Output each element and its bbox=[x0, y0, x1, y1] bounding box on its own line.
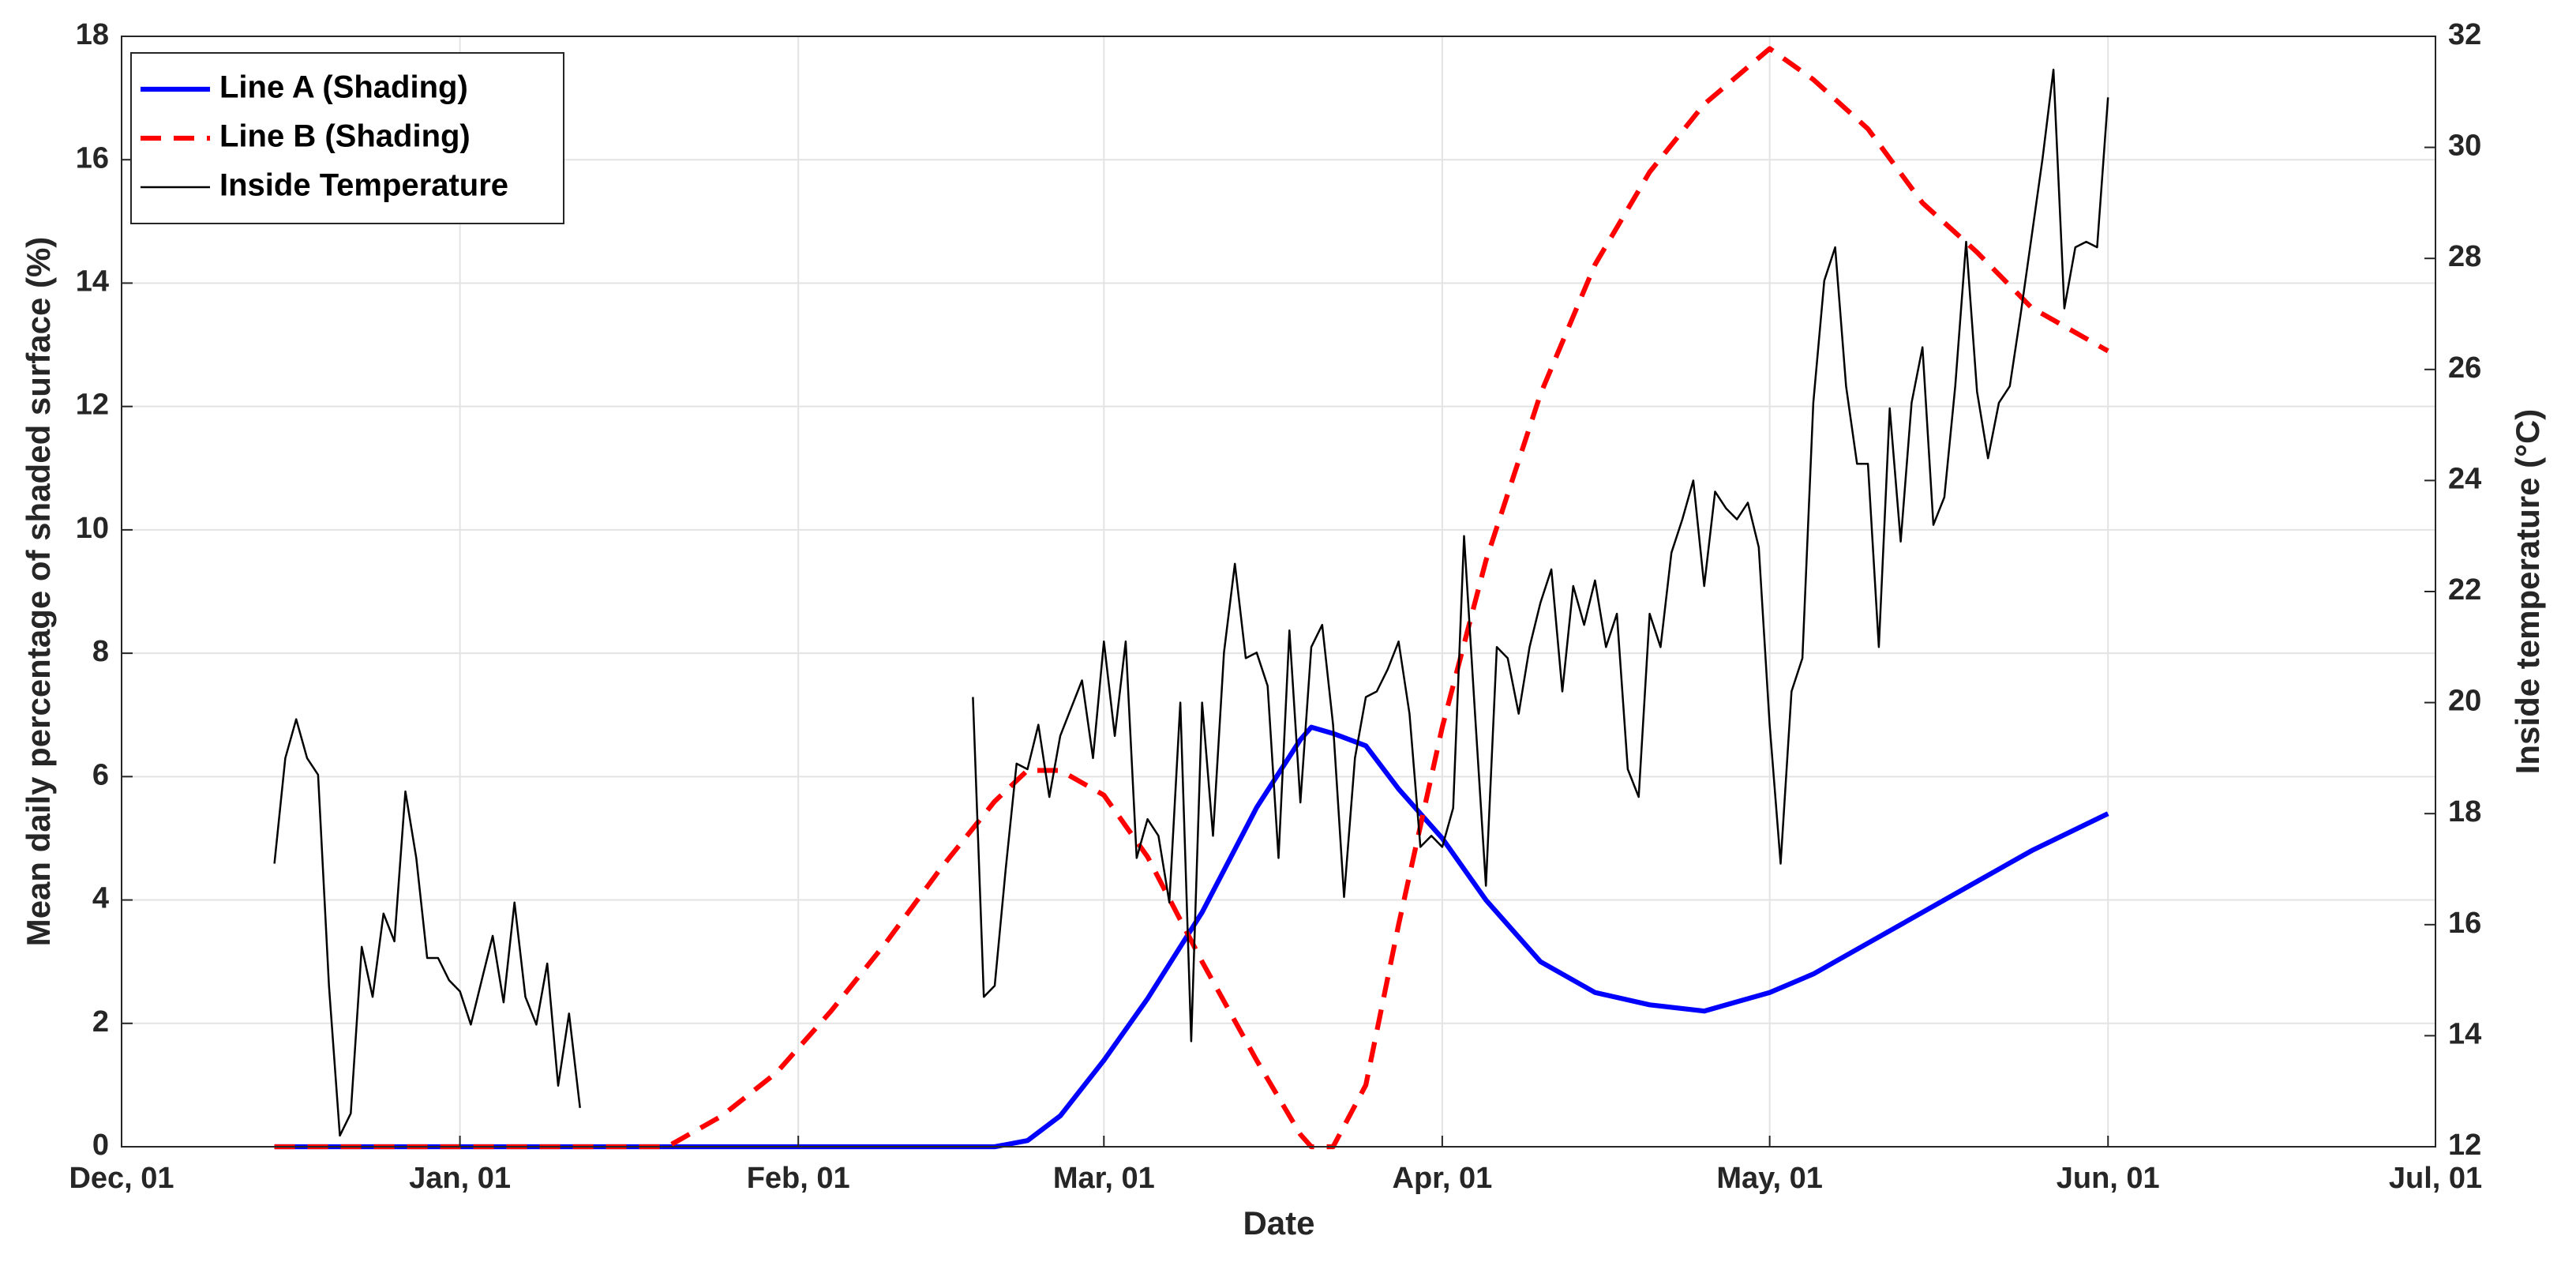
y-tick-label: 10 bbox=[76, 512, 109, 545]
data-line bbox=[274, 46, 2109, 1150]
x-tick-label: Mar, 01 bbox=[1053, 1162, 1155, 1195]
data-line bbox=[273, 68, 2109, 1137]
x-tick-label: Jul, 01 bbox=[2389, 1162, 2482, 1195]
y2-tick-label: 20 bbox=[2448, 685, 2481, 718]
y2-tick-label: 22 bbox=[2448, 573, 2481, 607]
y2-tick-label: 16 bbox=[2448, 907, 2481, 940]
y2-tick-label: 12 bbox=[2448, 1129, 2481, 1162]
y2-tick-label: 14 bbox=[2448, 1017, 2481, 1050]
x-tick-label: Jun, 01 bbox=[2057, 1162, 2160, 1195]
y2-tick-label: 24 bbox=[2448, 462, 2481, 495]
legend-label: Inside Temperature bbox=[219, 168, 508, 203]
legend: Line A (Shading) Line B (Shading) Inside T… bbox=[130, 52, 564, 224]
y2-tick-label: 26 bbox=[2448, 351, 2481, 385]
y-tick-label: 12 bbox=[76, 389, 109, 422]
y-axis-label: Mean daily percentage of shaded surface … bbox=[20, 237, 57, 947]
y-tick-label: 14 bbox=[76, 265, 109, 298]
y2-axis-label: Inside temperature (°C) bbox=[2509, 409, 2546, 775]
legend-label: Line A (Shading) bbox=[219, 70, 468, 105]
y-tick-label: 16 bbox=[76, 141, 109, 175]
legend-label: Line B (Shading) bbox=[219, 119, 471, 154]
y-tick-label: 6 bbox=[92, 758, 109, 791]
x-tick-label: Apr, 01 bbox=[1393, 1162, 1493, 1195]
x-tick-label: Jan, 01 bbox=[409, 1162, 511, 1195]
y2-tick-label: 18 bbox=[2448, 795, 2481, 828]
legend-box bbox=[130, 52, 564, 224]
y-tick-label: 8 bbox=[92, 635, 109, 668]
y2-tick-label: 28 bbox=[2448, 240, 2481, 273]
y-tick-label: 4 bbox=[92, 882, 109, 915]
ticks: Dec, 01 Jan, 01 Feb, 01 Mar, 01 Apr, 01 May, … bbox=[69, 18, 2482, 1195]
y-tick-label: 2 bbox=[92, 1005, 109, 1039]
x-tick-label: Feb, 01 bbox=[747, 1162, 850, 1195]
y-tick-label: 18 bbox=[76, 18, 109, 51]
y-tick-label: 0 bbox=[92, 1129, 109, 1162]
y2-tick-label: 30 bbox=[2448, 130, 2481, 163]
y2-tick-label: 32 bbox=[2448, 18, 2481, 51]
x-tick-label: May, 01 bbox=[1716, 1162, 1822, 1195]
x-axis-label: Date bbox=[1243, 1204, 1314, 1242]
x-tick-label: Dec, 01 bbox=[69, 1162, 174, 1195]
